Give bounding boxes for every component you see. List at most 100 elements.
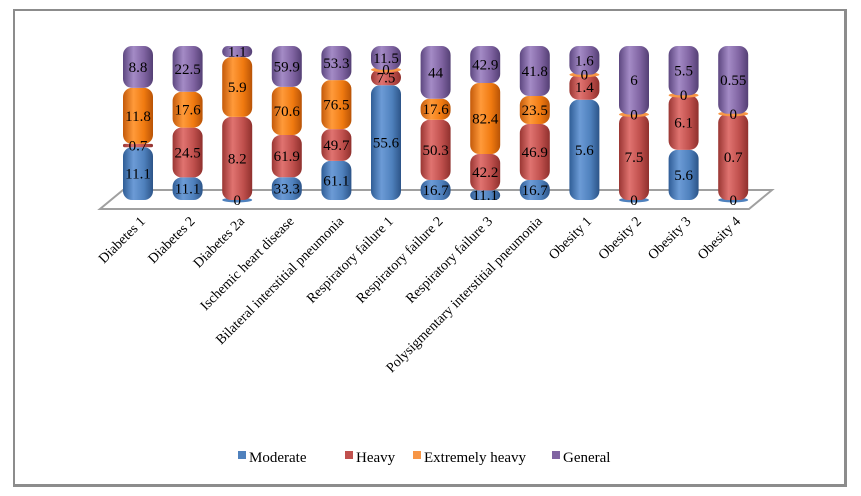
data-label: 1.1: [228, 45, 247, 61]
data-label: 0: [233, 193, 241, 209]
data-label: 0: [729, 107, 737, 123]
legend-label: Moderate: [249, 450, 307, 466]
data-label: 49.7: [323, 138, 350, 154]
bar-segment-moderate: [470, 190, 501, 200]
bar-segment-heavy: [470, 154, 501, 191]
data-label: 22.5: [174, 62, 200, 78]
data-label: 1.6: [575, 53, 594, 69]
legend-swatch: [552, 451, 560, 459]
bar-segment-general: [668, 46, 699, 96]
x-tick-label: Obesity 1: [546, 214, 595, 263]
data-label: 50.3: [422, 143, 448, 159]
data-label: 16.7: [422, 183, 449, 199]
legend-swatch: [413, 451, 421, 459]
data-label: 8.8: [129, 60, 148, 76]
x-tick-label: Diabetes 1: [96, 214, 149, 267]
bar-segment-general: [222, 46, 253, 58]
data-label: 8.2: [228, 151, 247, 167]
bar-segment-heavy: [172, 127, 203, 178]
data-label: 5.9: [228, 80, 247, 96]
data-label: 0.7: [724, 150, 743, 166]
legend-label: General: [563, 450, 610, 466]
bar-segment-general: [619, 46, 649, 115]
x-tick-label: Obesity 4: [695, 214, 744, 263]
data-label: 11.1: [472, 188, 498, 204]
data-label: 59.9: [274, 59, 300, 75]
data-label: 0.7: [129, 139, 148, 155]
x-tick-label: Respiratory failure 3: [403, 214, 496, 307]
data-label: 11.1: [175, 182, 201, 198]
data-label: 6.1: [674, 116, 693, 132]
data-label: 0.55: [720, 73, 746, 89]
bar-segment-moderate: [123, 147, 153, 200]
legend-swatch: [345, 451, 353, 459]
legend-item-moderate: Moderate: [238, 450, 307, 466]
bar-segment-heavy: [123, 143, 153, 148]
data-label: 44: [428, 65, 444, 81]
data-label: 0: [382, 63, 390, 79]
bar-segment-heavy: [222, 116, 253, 200]
data-label: 0: [630, 193, 638, 209]
bar-segment-general: [470, 46, 501, 83]
bar-segment-heavy: [321, 129, 352, 161]
bar-segment-moderate: [668, 149, 699, 200]
bar-segment-general: [718, 46, 749, 114]
bar-segment-heavy: [271, 135, 302, 178]
bar-segment-extremely-heavy: [420, 98, 451, 120]
bar-segment-moderate: [371, 85, 401, 200]
data-label: 6: [630, 73, 638, 89]
bar-segment-extremely-heavy: [321, 80, 352, 130]
data-label: 11.8: [125, 109, 151, 125]
legend-item-extremely-heavy: Extremely heavy: [413, 450, 527, 466]
bar-segment-general: [420, 46, 451, 99]
bar-segment-heavy: [420, 119, 451, 181]
bar-segment-heavy: [668, 95, 699, 150]
bar-segment-heavy: [371, 69, 401, 86]
x-tick-label: Obesity 2: [596, 214, 645, 263]
bar-segment-extremely-heavy: [519, 95, 550, 125]
data-label: 24.5: [174, 145, 200, 161]
legend-label: Extremely heavy: [424, 450, 527, 466]
legend-item-general: General: [552, 450, 610, 466]
data-label: 46.9: [522, 145, 548, 161]
data-label: 55.6: [373, 136, 400, 152]
data-label: 0: [680, 88, 688, 104]
bar-segment-moderate: [271, 177, 302, 200]
data-label: 0: [581, 68, 589, 84]
data-label: 53.3: [323, 56, 349, 72]
legend: Moderate Heavy Extremely heavy General: [238, 450, 610, 466]
bar-segment-heavy: [718, 113, 749, 200]
bar-segment-moderate: [420, 180, 451, 200]
data-label: 17.6: [422, 102, 449, 118]
bar-segment-general: [123, 46, 153, 88]
x-tick-label: Diabetes 2: [146, 214, 199, 267]
x-tick-label: Ischemic heart disease: [198, 214, 298, 314]
bar-segment-extremely-heavy: [172, 91, 203, 128]
bar-segment-moderate: [569, 99, 600, 200]
data-label: 82.4: [472, 112, 499, 128]
legend-swatch: [238, 451, 246, 459]
bar-segment-moderate: [519, 180, 550, 200]
bar-segment-general: [321, 46, 352, 81]
data-label: 42.9: [472, 57, 498, 73]
data-label: 0: [729, 193, 737, 209]
data-label: 5.5: [674, 64, 693, 80]
data-label: 5.6: [575, 143, 594, 159]
legend-item-heavy: Heavy: [345, 450, 396, 466]
legend-label: Heavy: [356, 450, 396, 466]
bar-segment-general: [172, 46, 203, 92]
data-label: 5.6: [674, 168, 693, 184]
data-label: 7.5: [377, 70, 396, 86]
data-label: 42.2: [472, 165, 498, 181]
bar-segment-general: [569, 46, 600, 75]
data-label: 11.1: [125, 167, 151, 183]
data-label: 0: [630, 107, 638, 123]
bar-segment-extremely-heavy: [123, 87, 153, 144]
x-tick-label: Respiratory failure 1: [304, 214, 397, 307]
data-label: 11.5: [373, 51, 399, 67]
bar-segment-general: [519, 46, 550, 96]
bar-segment-extremely-heavy: [271, 86, 302, 136]
x-tick-label: Obesity 3: [646, 214, 695, 263]
bar-segment-extremely-heavy: [470, 82, 501, 155]
bar-segment-general: [371, 46, 401, 70]
